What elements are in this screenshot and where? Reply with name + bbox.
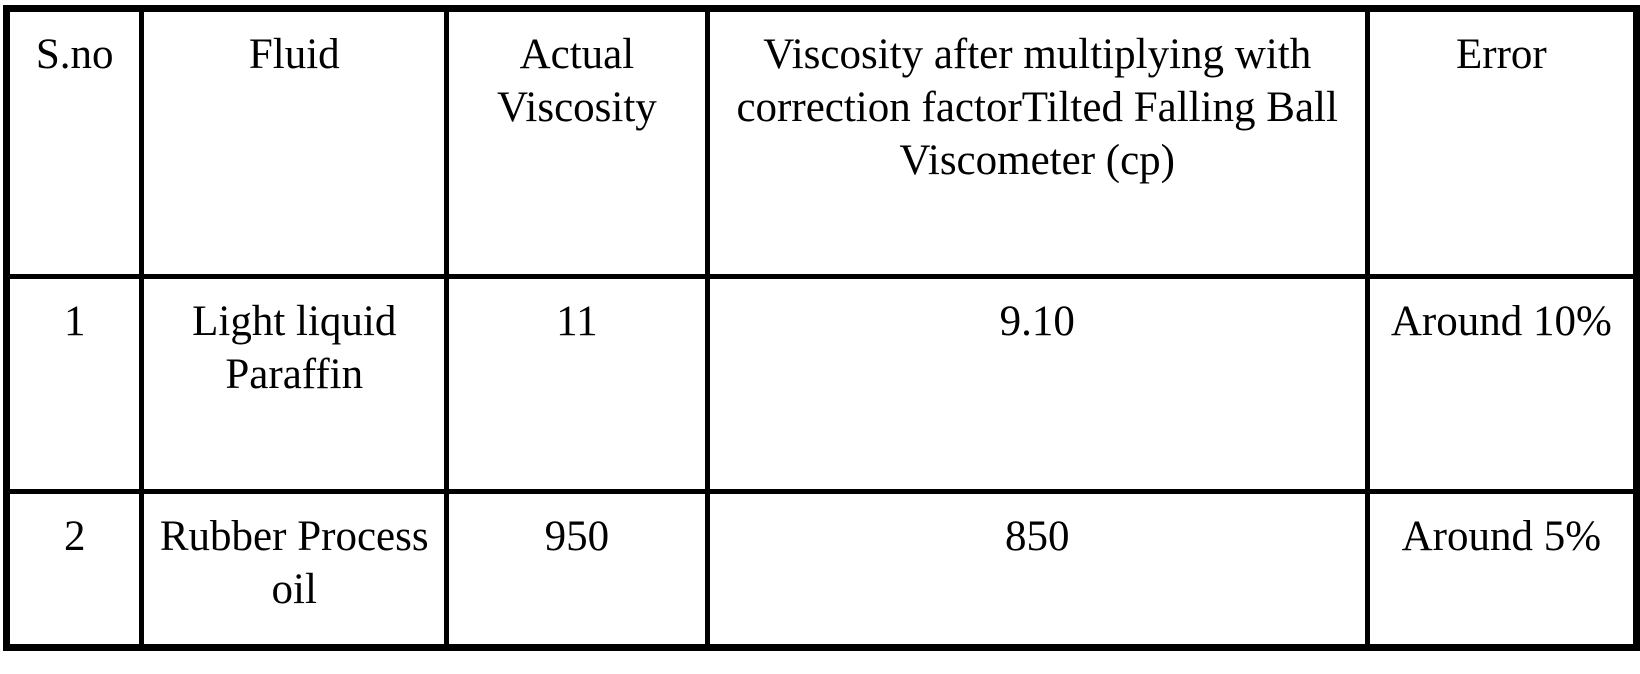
table-row: 1 Light liquid Paraffin 11 9.10 Around 1… — [3, 274, 1640, 494]
cell-fluid-line-1: Light liquid — [192, 298, 397, 345]
cell-fluid-line-1: Rubber Process — [159, 513, 429, 560]
cell-actual-viscosity: 11 — [444, 274, 710, 494]
header-corrected-viscosity-line-1: Viscosity after multiplying with — [763, 31, 1312, 78]
cell-corrected-viscosity: 850 — [704, 489, 1370, 650]
cell-error: Around 10% — [1364, 274, 1640, 494]
cell-corrected-viscosity: 9.10 — [704, 274, 1370, 494]
header-cell-sno: S.no — [3, 6, 145, 279]
table-header-row: S.no Fluid Actual Viscosity Viscosity af… — [3, 6, 1640, 279]
cell-actual-viscosity: 950 — [444, 489, 710, 650]
cell-fluid: Light liquid Paraffin — [139, 274, 450, 494]
cell-sno: 1 — [3, 274, 145, 494]
header-corrected-viscosity-line-3: Viscometer (cp) — [899, 137, 1176, 184]
header-cell-fluid: Fluid — [139, 6, 450, 279]
cell-fluid: Rubber Process oil — [139, 489, 450, 650]
header-cell-actual-viscosity: Actual Viscosity — [444, 6, 710, 279]
cell-sno: 2 — [3, 489, 145, 650]
header-cell-corrected-viscosity: Viscosity after multiplying with correct… — [704, 6, 1370, 279]
cell-error: Around 5% — [1364, 489, 1640, 650]
header-corrected-viscosity-line-2: correction factorTilted Falling Ball — [736, 84, 1338, 131]
cell-fluid-line-2: oil — [271, 566, 317, 613]
header-actual-viscosity-line-2: Viscosity — [496, 84, 657, 131]
header-cell-error: Error — [1364, 6, 1640, 279]
table-row: 2 Rubber Process oil 950 850 Around 5% — [3, 489, 1640, 650]
cell-fluid-line-2: Paraffin — [225, 351, 364, 398]
viscometer-results-table: S.no Fluid Actual Viscosity Viscosity af… — [3, 5, 1640, 651]
header-actual-viscosity-line-1: Actual — [519, 31, 635, 78]
